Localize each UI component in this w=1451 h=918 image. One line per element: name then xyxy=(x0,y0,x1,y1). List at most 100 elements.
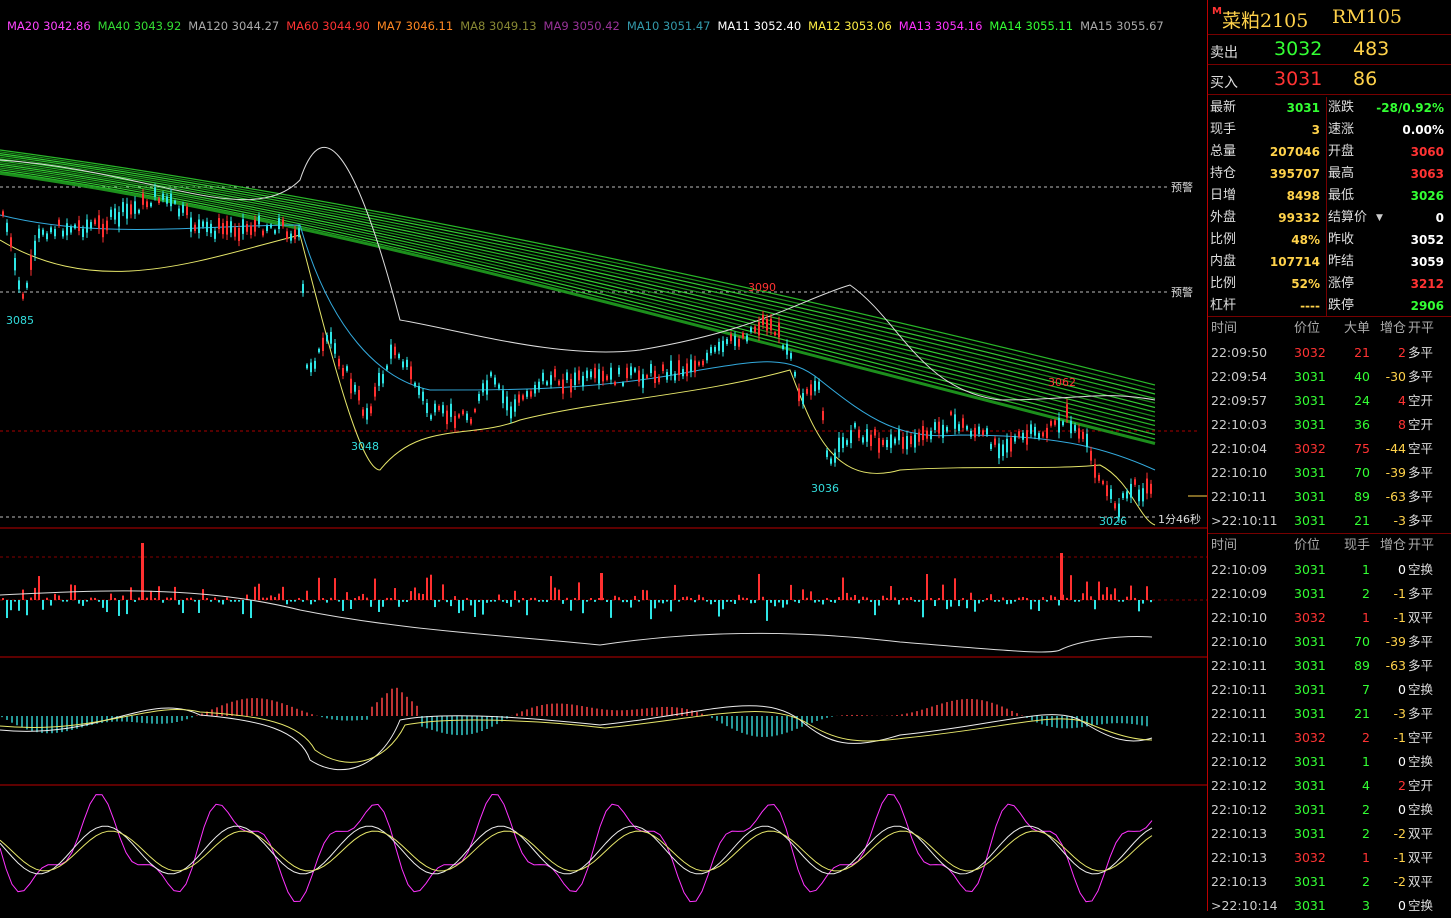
cell-o: 多平 xyxy=(1408,369,1434,384)
table-row[interactable]: >22:10:14 3031 3 0 空换 xyxy=(1208,894,1451,918)
alert-label-1[interactable]: 预警 xyxy=(1171,180,1193,194)
column-header-o[interactable]: 开平 xyxy=(1408,538,1435,553)
cell-t: 22:10:10 xyxy=(1211,634,1268,649)
ma-legend-item[interactable]: MA15 3055.67 xyxy=(1080,19,1164,33)
stat-key: 开盘 xyxy=(1328,144,1355,159)
settle-dropdown-icon[interactable]: ▼ xyxy=(1376,213,1383,223)
stat-value: 395707 xyxy=(1269,167,1320,181)
cell-d: -39 xyxy=(1385,465,1406,480)
table-row[interactable]: 22:10:11 3031 7 0 空换 xyxy=(1208,678,1451,702)
table-row[interactable]: 22:09:50 3032 21 2 多平 xyxy=(1208,341,1451,365)
instrument-name[interactable]: 菜粕2105 xyxy=(1222,10,1309,32)
table-row[interactable]: 22:10:09 3031 2 -1 多平 xyxy=(1208,582,1451,606)
stats-grid: 最新 3031 现手 3 总量 207046 持仓 395707 日增 8498 外盘 99332 比例… xyxy=(1208,95,1451,317)
table-row[interactable]: 22:10:13 3032 1 -1 双平 xyxy=(1208,846,1451,870)
stat-row: 日增 8498 xyxy=(1208,185,1326,207)
cell-d: 0 xyxy=(1398,754,1406,769)
stat-key: 涨停 xyxy=(1328,276,1355,291)
table-row[interactable]: 22:10:12 3031 1 0 空换 xyxy=(1208,750,1451,774)
ma-legend-item[interactable]: MA120 3044.27 xyxy=(188,19,280,33)
table-row[interactable]: 22:09:57 3031 24 4 空开 xyxy=(1208,389,1451,413)
cell-v: 2 xyxy=(1362,586,1370,601)
column-header-p[interactable]: 价位 xyxy=(1294,538,1321,553)
table-row[interactable]: 22:10:11 3032 2 -1 空平 xyxy=(1208,726,1451,750)
column-header-t[interactable]: 时间 xyxy=(1211,321,1238,336)
low-label-3048: 3048 xyxy=(351,440,379,453)
ma-legend-item[interactable]: MA40 3043.92 xyxy=(97,19,182,33)
sell-quote-row[interactable]: 卖出 3032 483 xyxy=(1208,35,1451,65)
column-header-p[interactable]: 价位 xyxy=(1294,321,1321,336)
stat-key: 跌停 xyxy=(1328,298,1355,313)
cell-p: 3031 xyxy=(1294,754,1326,769)
column-header-v[interactable]: 现手 xyxy=(1343,538,1370,553)
table-row[interactable]: 22:10:11 3031 21 -3 多平 xyxy=(1208,702,1451,726)
column-header-v[interactable]: 大单 xyxy=(1343,321,1370,336)
cell-d: -1 xyxy=(1393,850,1406,865)
table-header: 时间 价位 现手 增仓 开平 xyxy=(1208,534,1451,558)
table-row[interactable]: 22:10:13 3031 2 -2 双平 xyxy=(1208,822,1451,846)
stat-row: 跌停 2906 xyxy=(1326,295,1450,317)
sell-label: 卖出 xyxy=(1210,45,1238,61)
stat-key: 昨收 xyxy=(1328,232,1355,247)
cell-o: 双平 xyxy=(1408,874,1434,889)
chart-canvas[interactable]: 3085 3048 3090 3036 3062 3026 预警 预警 1分46… xyxy=(0,0,1207,911)
ma-legend-item[interactable]: MA13 3054.16 xyxy=(898,19,983,33)
alert-label-2[interactable]: 预警 xyxy=(1171,285,1193,299)
stats-right-column: 涨跌 -28/0.92% 速涨 0.00% 开盘 3060 最高 3063 最低 3026 结算价 0… xyxy=(1326,97,1450,317)
table-row[interactable]: 22:10:09 3031 1 0 空换 xyxy=(1208,558,1451,582)
cell-p: 3031 xyxy=(1294,802,1326,817)
table-row[interactable]: 22:10:10 3032 1 -1 双平 xyxy=(1208,606,1451,630)
cell-p: 3031 xyxy=(1294,634,1326,649)
buy-price[interactable]: 3031 xyxy=(1274,68,1323,90)
cell-t: 22:10:09 xyxy=(1211,562,1268,577)
ma-legend-item[interactable]: MA9 3050.42 xyxy=(543,19,620,33)
ma-legend-item[interactable]: MA7 3046.11 xyxy=(376,19,454,33)
high-label-3090: 3090 xyxy=(748,281,776,294)
table-row[interactable]: 22:10:12 3031 2 0 空换 xyxy=(1208,798,1451,822)
ma-legend-item[interactable]: MA11 3052.40 xyxy=(717,19,802,33)
table-row[interactable]: 22:10:11 3031 89 -63 多平 xyxy=(1208,654,1451,678)
ma-legend-item[interactable]: MA14 3055.11 xyxy=(989,19,1074,33)
stat-row: 外盘 99332 xyxy=(1208,207,1326,229)
ma-legend-item[interactable]: MA8 3049.13 xyxy=(460,19,537,33)
table-row[interactable]: 22:10:12 3031 4 2 空开 xyxy=(1208,774,1451,798)
ma-legend-item[interactable]: MA10 3051.47 xyxy=(626,19,711,33)
kline-chart-area[interactable]: MA20 3042.86 MA40 3043.92 MA120 3044.27 MA6… xyxy=(0,0,1207,911)
column-header-d[interactable]: 增仓 xyxy=(1379,321,1406,336)
table-row[interactable]: 22:10:03 3031 36 8 空开 xyxy=(1208,413,1451,437)
column-header-t[interactable]: 时间 xyxy=(1211,538,1238,553)
stat-value: 3031 xyxy=(1286,101,1320,115)
table-row[interactable]: 22:10:04 3032 75 -44 空平 xyxy=(1208,437,1451,461)
stat-row: 现手 3 xyxy=(1208,119,1326,141)
ma-legend-item[interactable]: MA20 3042.86 xyxy=(7,19,91,33)
stat-key: 结算价 xyxy=(1328,210,1368,225)
cell-v: 40 xyxy=(1354,369,1370,384)
stat-row: 内盘 107714 xyxy=(1208,251,1326,273)
ma-legend-item[interactable]: MA60 3044.90 xyxy=(286,19,370,33)
stat-row: 昨结 3059 xyxy=(1326,251,1450,273)
stat-key: 现手 xyxy=(1210,122,1237,137)
cell-d: -1 xyxy=(1393,610,1406,625)
table-row[interactable]: 22:10:11 3031 89 -63 多平 xyxy=(1208,485,1451,509)
cell-o: 空平 xyxy=(1408,730,1434,745)
sell-price[interactable]: 3032 xyxy=(1274,38,1323,60)
cell-d: 0 xyxy=(1398,562,1406,577)
buy-quote-row[interactable]: 买入 3031 86 xyxy=(1208,65,1451,95)
stat-key: 最新 xyxy=(1210,100,1237,115)
table-row[interactable]: 22:10:13 3031 2 -2 双平 xyxy=(1208,870,1451,894)
ma-legend-item[interactable]: MA12 3053.06 xyxy=(808,19,892,33)
stat-value: 3212 xyxy=(1410,277,1444,291)
column-header-d[interactable]: 增仓 xyxy=(1379,538,1406,553)
cell-t: 22:09:50 xyxy=(1211,345,1268,360)
stat-key: 比例 xyxy=(1210,232,1237,247)
column-header-o[interactable]: 开平 xyxy=(1408,321,1435,336)
instrument-code[interactable]: RM105 xyxy=(1332,6,1403,28)
table-row[interactable]: >22:10:11 3031 21 -3 多平 xyxy=(1208,509,1451,533)
cell-v: 24 xyxy=(1354,393,1370,408)
table-row[interactable]: 22:10:10 3031 70 -39 多平 xyxy=(1208,630,1451,654)
table-row[interactable]: 22:09:54 3031 40 -30 多平 xyxy=(1208,365,1451,389)
table-row[interactable]: 22:10:10 3031 70 -39 多平 xyxy=(1208,461,1451,485)
stats-left-column: 最新 3031 现手 3 总量 207046 持仓 395707 日增 8498 外盘 99332 比例… xyxy=(1208,97,1327,316)
cell-v: 3 xyxy=(1362,898,1370,913)
cell-p: 3032 xyxy=(1294,345,1326,360)
